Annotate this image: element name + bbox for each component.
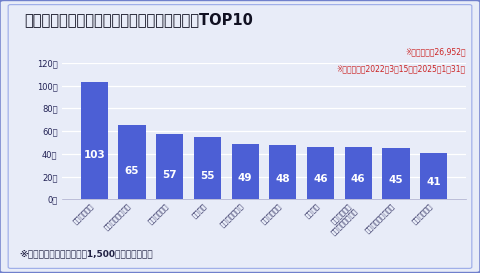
Text: 103: 103 (84, 150, 105, 160)
Bar (156, 134, 183, 199)
Text: 49: 49 (238, 173, 252, 183)
Text: 41: 41 (426, 177, 441, 186)
Bar (269, 145, 297, 199)
Text: 55: 55 (200, 171, 215, 180)
Text: 48: 48 (276, 174, 290, 183)
Bar (345, 147, 372, 199)
Bar (194, 137, 221, 199)
Text: 退職代行モームリに最も多く利用された企業TOP10: 退職代行モームリに最も多く利用された企業TOP10 (24, 12, 253, 27)
Bar (81, 82, 108, 199)
Bar (231, 144, 259, 199)
Bar (119, 125, 145, 199)
Text: ※調査対象者26,952名: ※調査対象者26,952名 (405, 48, 466, 57)
Bar (420, 153, 447, 199)
Text: 46: 46 (351, 174, 366, 184)
Text: 57: 57 (162, 170, 177, 180)
Bar (383, 148, 409, 199)
Text: 46: 46 (313, 174, 328, 184)
Text: 45: 45 (389, 175, 403, 185)
Text: ※すべての企業が従業員数1,500名以上の大企業: ※すべての企業が従業員数1,500名以上の大企業 (19, 249, 153, 258)
Text: 65: 65 (125, 166, 139, 176)
Bar (307, 147, 334, 199)
Text: ※調査期間：2022年3月15日～2025年1月31日: ※調査期間：2022年3月15日～2025年1月31日 (336, 64, 466, 73)
